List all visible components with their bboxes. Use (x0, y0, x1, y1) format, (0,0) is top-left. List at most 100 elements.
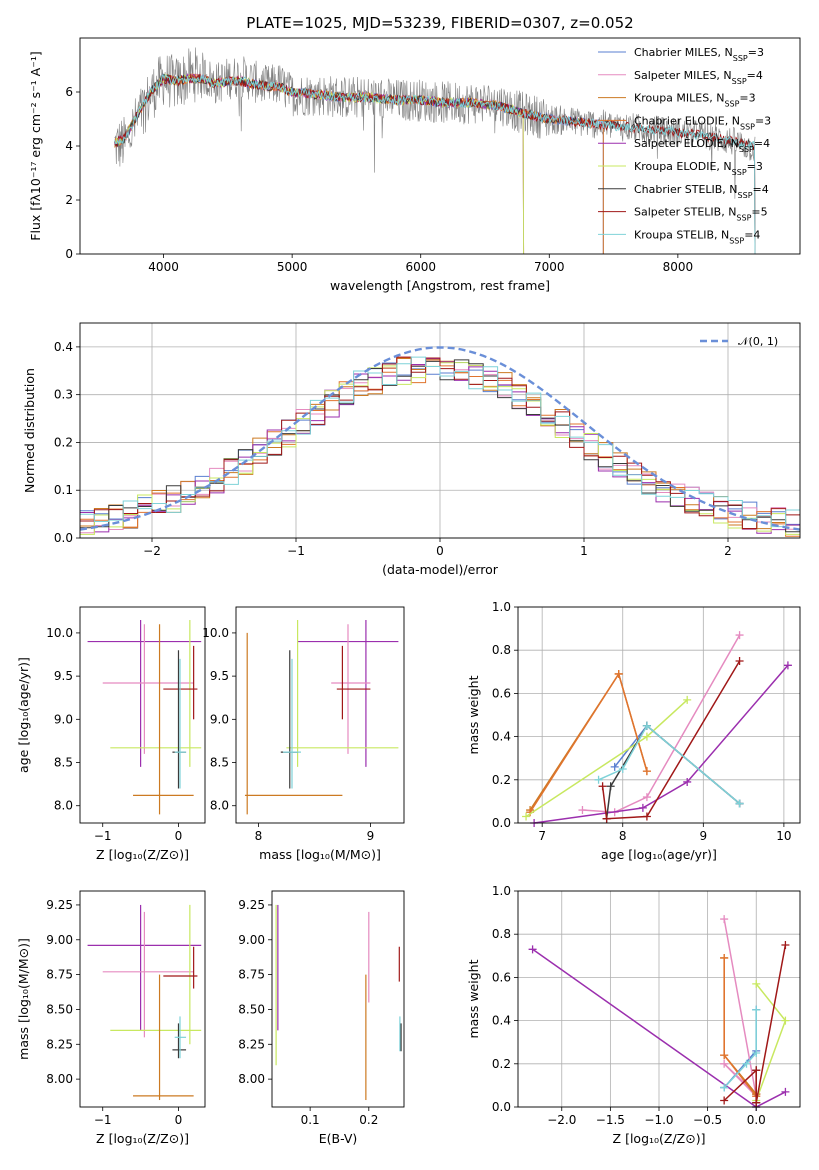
legend-subscript: SSP (738, 190, 753, 199)
y-tick-label: 0.0 (492, 1100, 511, 1114)
y-tick-label: 8.00 (46, 1072, 73, 1086)
weight-vs-age-panel: 7 8 9 10 0.0 0.2 0.4 0.6 0.8 1.0 age [log₁₀(age/yr… (466, 600, 801, 862)
normal-curve-line (80, 346, 800, 531)
weight-point-marker (638, 803, 647, 812)
legend-count: =4 (753, 183, 769, 196)
weight-point-marker (614, 669, 623, 678)
legend-entry: Chabrier MILES, NSSP=3 (634, 46, 764, 63)
errorbar-group (110, 904, 202, 1045)
axes-frame (79, 606, 206, 824)
weight-point-marker (606, 782, 615, 791)
weight-point-marker (752, 979, 761, 988)
x-axis-label: mass [log₁₀(M/M⊙)] (259, 847, 381, 862)
figure-title: PLATE=1025, MJD=53239, FIBERID=0307, z=0… (246, 14, 633, 32)
weight-point-marker (781, 941, 790, 949)
weight-point-marker (578, 806, 587, 815)
y-tick-label: 8.75 (46, 968, 73, 982)
errorbar-group (174, 658, 187, 789)
x-tick-label: 0.2 (359, 1113, 378, 1127)
y-tick-label: 8.5 (210, 756, 229, 770)
axes-frame (517, 606, 801, 824)
y-tick-label: 0.0 (54, 531, 73, 545)
weight-point-marker (752, 1049, 761, 1057)
weight-point-marker (720, 1096, 729, 1105)
y-axis-label: mass weight (466, 959, 481, 1038)
weight-point-marker (735, 799, 744, 808)
weight-series-line (723, 918, 758, 1099)
weight-series-line (723, 1009, 757, 1089)
legend-count: =4 (754, 137, 770, 150)
model-spectrum-line (114, 73, 756, 254)
x-tick-label: 6000 (405, 260, 436, 274)
errorbar-group (244, 632, 343, 815)
x-tick-label: 5000 (277, 260, 308, 274)
y-tick-label: 0.8 (492, 927, 511, 941)
legend-subscript: SSP (732, 76, 747, 85)
y-tick-label: 6 (65, 85, 73, 99)
x-tick-label: 0.1 (301, 1113, 320, 1127)
errorbar-group (286, 619, 399, 767)
weight-point-marker (598, 782, 607, 791)
y-tick-label: 2 (65, 193, 73, 207)
weight-point-marker (642, 793, 651, 802)
x-tick-label: 0 (175, 829, 183, 843)
y-tick-label: 8.50 (238, 1002, 265, 1016)
x-tick-label: 9 (699, 829, 707, 843)
legend-count: =3 (755, 114, 771, 127)
legend-subscript: SSP (739, 145, 754, 154)
age-vs-mass-panel: 8 9 8.0 8.5 9.0 9.5 10.0 mass [log₁₀(M/M⊙)] (202, 606, 405, 862)
x-tick-label: −1.5 (596, 1113, 625, 1127)
weight-point-marker (781, 1087, 790, 1096)
residuals-panel: −2 −1 0 1 2 0.0 0.1 0.2 0.3 0.4 (data-model)/error… (22, 322, 801, 577)
x-tick-label: 8 (619, 829, 627, 843)
y-tick-label: 9.00 (238, 933, 265, 947)
y-tick-label: 0.0 (492, 816, 511, 830)
y-tick-label: 8.75 (238, 968, 265, 982)
y-tick-label: 0.6 (492, 686, 511, 700)
x-axis-label: Z [log₁₀(Z/Z⊙)] (96, 1131, 189, 1146)
y-tick-label: 0 (65, 247, 73, 261)
y-tick-label: 0.4 (492, 730, 511, 744)
legend-entry: Kroupa STELIB, NSSP=4 (634, 228, 760, 245)
legend-subscript: SSP (729, 236, 744, 245)
y-tick-label: 10.0 (202, 626, 229, 640)
mass-vs-metallicity-panel: −1 0 8.00 8.25 8.50 8.75 9.00 9.25 Z [log₁₀(Z/Z⊙… (16, 890, 206, 1146)
y-tick-label: 9.5 (210, 669, 229, 683)
legend-subscript: SSP (724, 99, 739, 108)
y-axis-label: Normed distribution (22, 368, 37, 493)
histogram-series (80, 356, 800, 530)
y-tick-label: 8.5 (54, 756, 73, 770)
legend-entry: Salpeter STELIB, NSSP=5 (634, 206, 768, 223)
y-tick-label: 8.0 (210, 799, 229, 813)
y-tick-label: 1.0 (492, 884, 511, 898)
weight-point-marker (752, 1005, 761, 1014)
errorbar-group (172, 1023, 187, 1059)
weight-point-marker (610, 762, 619, 771)
weight-series-line (533, 664, 789, 824)
age-vs-metallicity-panel: −1 0 8.0 8.5 9.0 9.5 10.0 Z [log₁₀(Z/Z⊙)] age [l… (16, 606, 206, 862)
x-axis-label: age [log₁₀(age/yr)] (601, 847, 717, 862)
x-tick-label: 2 (724, 544, 732, 558)
weight-point-marker (594, 775, 603, 784)
weight-point-marker (720, 1083, 729, 1092)
x-tick-label: −1 (94, 829, 112, 843)
weight-point-marker (642, 812, 651, 821)
x-tick-label: −1 (287, 544, 305, 558)
axes-frame (79, 37, 801, 255)
y-tick-label: 1.0 (492, 600, 511, 614)
weight-point-marker (742, 1059, 751, 1068)
x-axis-label: wavelength [Angstrom, rest frame] (330, 278, 550, 293)
weight-point-marker (683, 695, 692, 704)
x-tick-label: 4000 (148, 260, 179, 274)
x-axis-label: (data-model)/error (382, 562, 499, 577)
y-tick-label: 0.3 (54, 388, 73, 402)
legend-count: =4 (747, 69, 763, 82)
x-tick-label: −2 (143, 544, 161, 558)
legend-entry: 𝒩(0, 1) (738, 335, 778, 348)
legend-entry: Chabrier STELIB, NSSP=4 (634, 183, 769, 200)
legend-subscript: SSP (740, 122, 755, 131)
x-tick-label: 0 (436, 544, 444, 558)
y-tick-label: 8.0 (54, 799, 73, 813)
